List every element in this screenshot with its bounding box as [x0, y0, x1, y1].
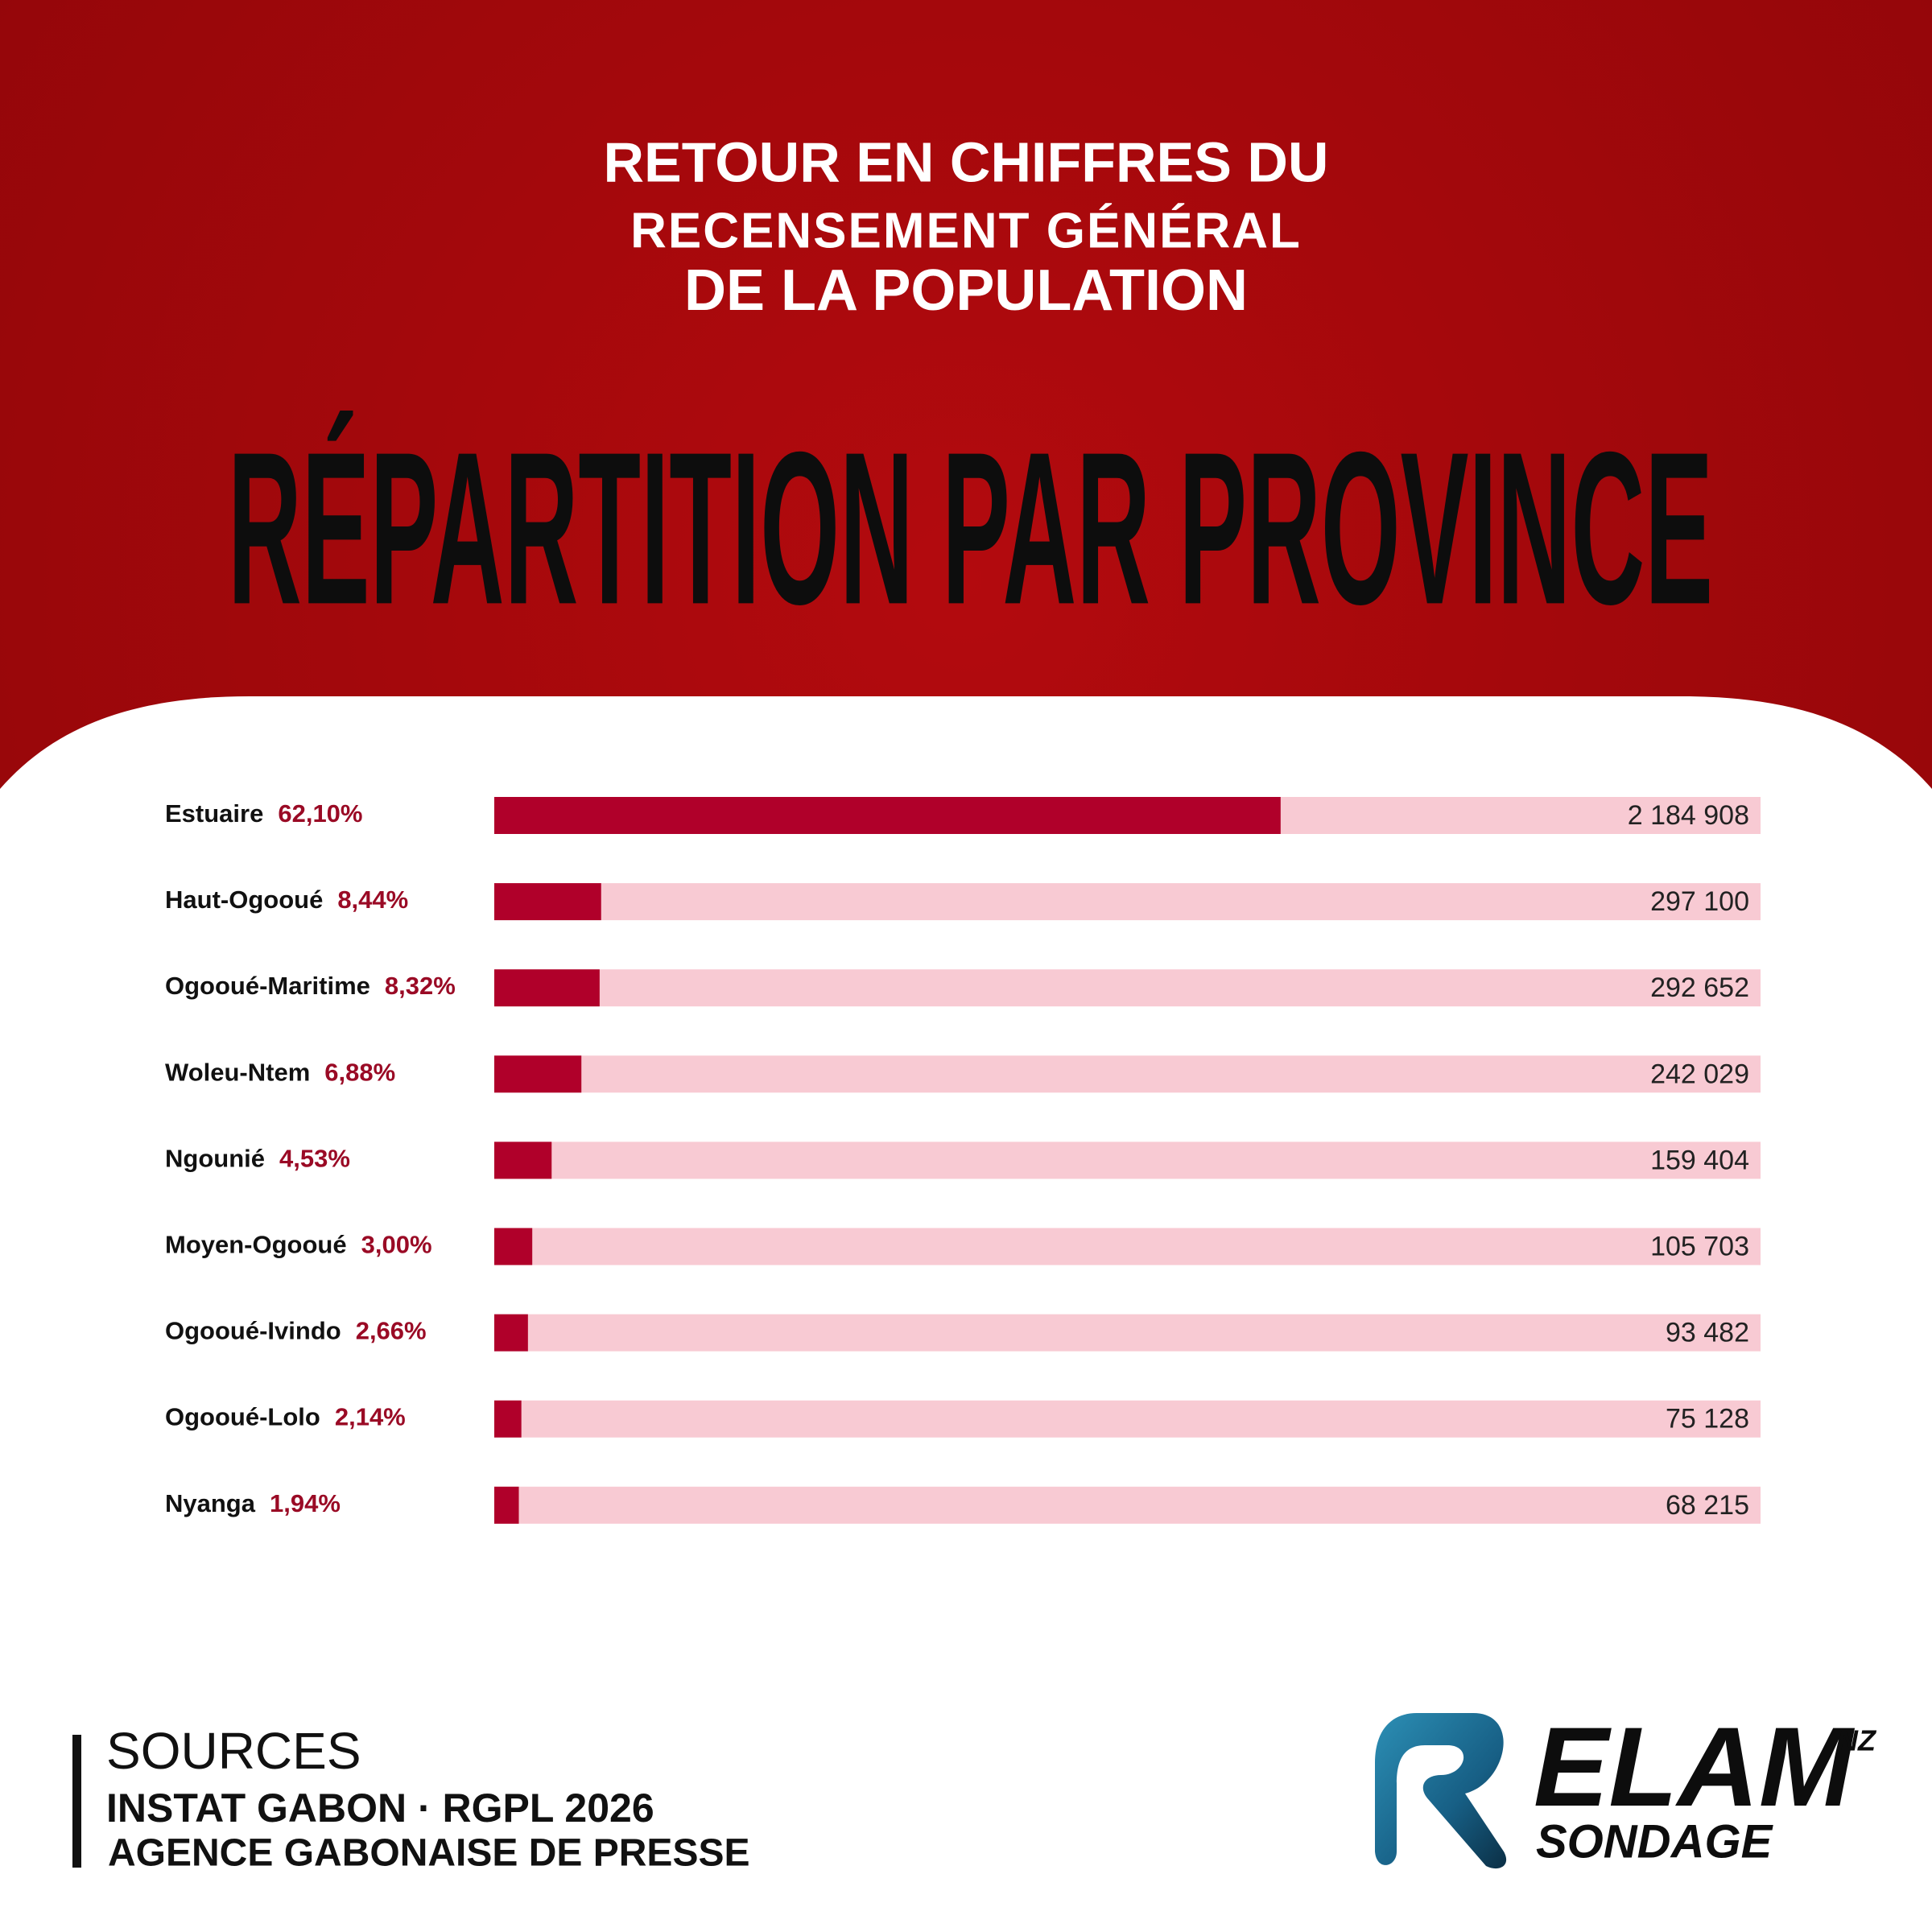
- value-label: 1,94%: [270, 1489, 341, 1517]
- value-label: 62,10%: [278, 799, 362, 828]
- category-label: Haut-Ogooué: [165, 886, 323, 914]
- bar: [494, 1055, 582, 1093]
- category-label: Ngounié: [165, 1145, 265, 1173]
- logo-icon: [1375, 1713, 1507, 1869]
- logo: ELAM NZ SONDAGE: [1375, 1703, 1877, 1869]
- category-label: Ogooué-Lolo: [165, 1403, 320, 1431]
- value-label: 2,66%: [356, 1317, 427, 1345]
- category-label: Ogooué-Maritime: [165, 972, 370, 1000]
- value-label: 4,53%: [279, 1145, 350, 1173]
- bar-track: [494, 1486, 1761, 1524]
- header-line: DE LA POPULATION: [684, 258, 1248, 323]
- bar: [494, 1314, 528, 1352]
- category-label: Moyen-Ogooué: [165, 1231, 347, 1259]
- row-label: Ogooué-Ivindo 2,66%: [165, 1317, 427, 1345]
- sources-heading: SOURCES: [106, 1722, 361, 1780]
- bar-track: [494, 883, 1761, 921]
- row-label: Nyanga 1,94%: [165, 1489, 341, 1517]
- total-label: 292 652: [1650, 972, 1749, 1003]
- header-line: RECENSEMENT GÉNÉRAL: [630, 203, 1302, 258]
- source-line: INSTAT GABON · RGPL 2026: [106, 1785, 654, 1831]
- bar-track: [494, 1141, 1761, 1179]
- source-line: AGENCE GABONAISE DE PRESSE: [108, 1832, 749, 1875]
- row-label: Ogooué-Maritime 8,32%: [165, 972, 456, 1000]
- bar-chart: Estuaire 62,10% 2 184 908 Haut-Ogooué 8,44% 2…: [165, 797, 1761, 1524]
- row-label: Moyen-Ogooué 3,00%: [165, 1231, 432, 1259]
- bar: [494, 1228, 533, 1265]
- category-label: Ogooué-Ivindo: [165, 1317, 341, 1345]
- value-label: 3,00%: [361, 1231, 432, 1259]
- chart-title: RÉPARTITION PAR PROVINCE: [228, 407, 1713, 650]
- row-label: Haut-Ogooué 8,44%: [165, 886, 408, 914]
- row-label: Ogooué-Lolo 2,14%: [165, 1403, 406, 1431]
- value-label: 8,44%: [337, 886, 408, 914]
- total-label: 159 404: [1650, 1145, 1749, 1175]
- bar: [494, 969, 600, 1007]
- bar-track: [494, 969, 1761, 1007]
- value-label: 6,88%: [324, 1058, 395, 1086]
- sources-rule: [72, 1735, 81, 1868]
- total-label: 242 029: [1650, 1059, 1749, 1089]
- category-label: Woleu-Ntem: [165, 1058, 310, 1086]
- sources: SOURCES INSTAT GABON · RGPL 2026 AGENCE …: [72, 1722, 749, 1875]
- bar: [494, 1486, 519, 1524]
- header: RETOUR EN CHIFFRES DU RECENSEMENT GÉNÉRA…: [604, 130, 1329, 323]
- bar: [494, 1141, 552, 1179]
- bar: [494, 1400, 522, 1438]
- bar: [494, 797, 1281, 834]
- bar-track: [494, 1314, 1761, 1352]
- row-label: Woleu-Ntem 6,88%: [165, 1058, 395, 1086]
- bar-track: [494, 1228, 1761, 1265]
- total-label: 105 703: [1650, 1231, 1749, 1261]
- total-label: 68 215: [1666, 1490, 1749, 1521]
- row-label: Ngounié 4,53%: [165, 1145, 350, 1173]
- value-label: 8,32%: [385, 972, 456, 1000]
- value-label: 2,14%: [335, 1403, 406, 1431]
- logo-subtitle: SONDAGE: [1536, 1815, 1774, 1868]
- total-label: 2 184 908: [1628, 800, 1749, 831]
- bar-track: [494, 1055, 1761, 1093]
- total-label: 75 128: [1666, 1404, 1749, 1435]
- row-label: Estuaire 62,10%: [165, 799, 362, 828]
- category-label: Nyanga: [165, 1489, 256, 1517]
- category-label: Estuaire: [165, 799, 263, 828]
- logo-suffix: NZ: [1837, 1724, 1877, 1757]
- header-line: RETOUR EN CHIFFRES DU: [604, 130, 1329, 193]
- total-label: 93 482: [1666, 1318, 1749, 1348]
- bar: [494, 883, 601, 921]
- bar-track: [494, 1400, 1761, 1438]
- total-label: 297 100: [1650, 886, 1749, 917]
- logo-name: ELAM: [1534, 1703, 1856, 1830]
